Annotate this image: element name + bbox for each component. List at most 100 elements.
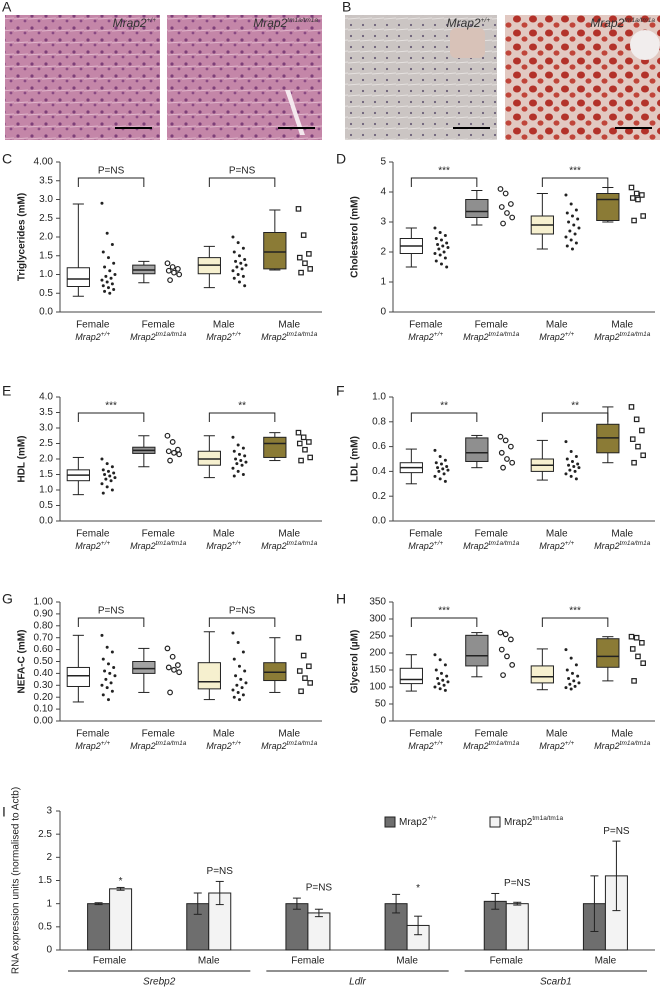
data-point bbox=[105, 280, 109, 284]
data-point bbox=[507, 636, 514, 643]
data-point bbox=[112, 471, 116, 475]
data-point bbox=[500, 220, 506, 227]
group-label: Ldlr bbox=[349, 977, 366, 988]
data-point bbox=[167, 689, 173, 696]
box bbox=[132, 661, 156, 674]
x-tick-genotype-sup: tm1a/tm1a bbox=[156, 331, 187, 338]
x-tick-genotype-base: Mrap2 bbox=[75, 332, 101, 342]
data-point bbox=[295, 206, 302, 212]
data-point bbox=[100, 683, 104, 687]
data-point bbox=[565, 244, 569, 248]
x-tick-genotype-base: Mrap2 bbox=[206, 332, 232, 342]
y-tick-label: 1.0 bbox=[39, 269, 53, 280]
legend-label: Mrap2+/+ bbox=[399, 815, 437, 827]
data-point bbox=[236, 690, 240, 694]
x-tick-genotype-base: Mrap2 bbox=[463, 541, 489, 551]
data-point bbox=[108, 474, 112, 478]
data-point bbox=[176, 669, 183, 676]
data-point bbox=[108, 671, 112, 675]
data-point bbox=[441, 678, 445, 682]
y-tick-label: 0.50 bbox=[34, 656, 54, 667]
y-axis-label: Triglycerides (mM) bbox=[17, 193, 28, 281]
y-tick-label: 200 bbox=[369, 648, 386, 659]
y-tick-label: 0.0 bbox=[39, 307, 53, 318]
x-tick-genotype-base: Mrap2 bbox=[408, 541, 434, 551]
data-point bbox=[103, 473, 107, 476]
data-point bbox=[244, 681, 248, 685]
y-tick-label: 150 bbox=[369, 665, 386, 676]
data-point bbox=[569, 656, 573, 660]
data-point bbox=[307, 680, 313, 686]
data-point bbox=[235, 265, 239, 269]
y-tick-label: 1.0 bbox=[372, 392, 386, 403]
image-label: Mrap2tm1a/tm1a bbox=[590, 16, 655, 30]
x-tick-genotype: Mrap2tm1a/tm1a bbox=[130, 540, 187, 551]
data-point bbox=[100, 278, 104, 282]
data-point bbox=[433, 448, 437, 452]
data-point bbox=[436, 677, 440, 680]
x-tick-genotype: Mrap2tm1a/tm1a bbox=[594, 740, 651, 751]
x-tick-genotype-sup: +/+ bbox=[434, 540, 444, 547]
data-point bbox=[500, 672, 506, 678]
data-point bbox=[437, 469, 441, 473]
data-point bbox=[443, 256, 447, 260]
data-point bbox=[502, 437, 509, 444]
x-tick-label: Female bbox=[490, 956, 524, 967]
significance-bracket bbox=[77, 177, 145, 187]
data-point bbox=[445, 241, 449, 245]
legend-label-base: Mrap2 bbox=[399, 817, 428, 828]
x-tick-genotype-base: Mrap2 bbox=[594, 332, 620, 342]
x-tick-genotype-base: Mrap2 bbox=[261, 541, 287, 551]
x-tick-genotype-base: Mrap2 bbox=[594, 541, 620, 551]
data-point bbox=[109, 479, 113, 483]
data-point bbox=[234, 259, 238, 263]
data-point bbox=[442, 472, 446, 476]
data-point bbox=[574, 455, 578, 459]
y-tick-label: 350 bbox=[369, 597, 386, 608]
data-point bbox=[434, 461, 438, 465]
x-tick-genotype-sup: +/+ bbox=[101, 540, 111, 547]
significance-label: P=NS bbox=[306, 883, 333, 894]
x-tick-genotype-sup: +/+ bbox=[101, 740, 111, 747]
x-tick-label: Female bbox=[76, 729, 110, 740]
y-tick-label: 0.0 bbox=[372, 516, 386, 527]
data-point bbox=[438, 253, 442, 257]
data-point bbox=[105, 686, 109, 690]
y-tick-label: 0.6 bbox=[372, 441, 386, 452]
data-point bbox=[567, 463, 571, 467]
image-label: Mrap2+/+ bbox=[447, 16, 491, 30]
data-point bbox=[509, 214, 516, 221]
y-tick-label: 1 bbox=[380, 277, 386, 288]
data-point bbox=[110, 650, 114, 654]
y-tick-label: 2.0 bbox=[39, 454, 53, 465]
x-tick-label: Female bbox=[76, 529, 110, 540]
data-point bbox=[106, 286, 110, 290]
x-tick-genotype: Mrap2+/+ bbox=[206, 331, 241, 342]
x-tick-label: Female bbox=[142, 320, 176, 331]
y-tick-label: 0.60 bbox=[34, 644, 54, 655]
y-tick-label: 0.5 bbox=[38, 921, 52, 932]
box bbox=[399, 667, 423, 685]
x-tick-genotype-base: Mrap2 bbox=[130, 332, 156, 342]
panel-letter: A bbox=[2, 0, 12, 15]
x-tick-label: Female bbox=[409, 529, 443, 540]
data-point bbox=[565, 457, 569, 461]
x-tick-genotype-base: Mrap2 bbox=[206, 541, 232, 551]
data-point bbox=[433, 685, 437, 689]
box bbox=[66, 267, 90, 287]
data-point bbox=[509, 662, 516, 668]
significance-label: P=NS bbox=[603, 826, 630, 837]
data-point bbox=[104, 677, 108, 681]
data-point bbox=[445, 464, 449, 468]
data-point bbox=[232, 449, 236, 453]
y-tick-label: 0.30 bbox=[34, 680, 54, 691]
data-point bbox=[498, 646, 505, 653]
data-point bbox=[568, 682, 572, 686]
data-point bbox=[108, 291, 112, 295]
data-point bbox=[100, 457, 104, 461]
data-point bbox=[100, 633, 104, 637]
data-point bbox=[445, 265, 449, 269]
data-point bbox=[231, 631, 235, 635]
data-point bbox=[628, 633, 635, 640]
y-tick-label: 300 bbox=[369, 614, 386, 625]
